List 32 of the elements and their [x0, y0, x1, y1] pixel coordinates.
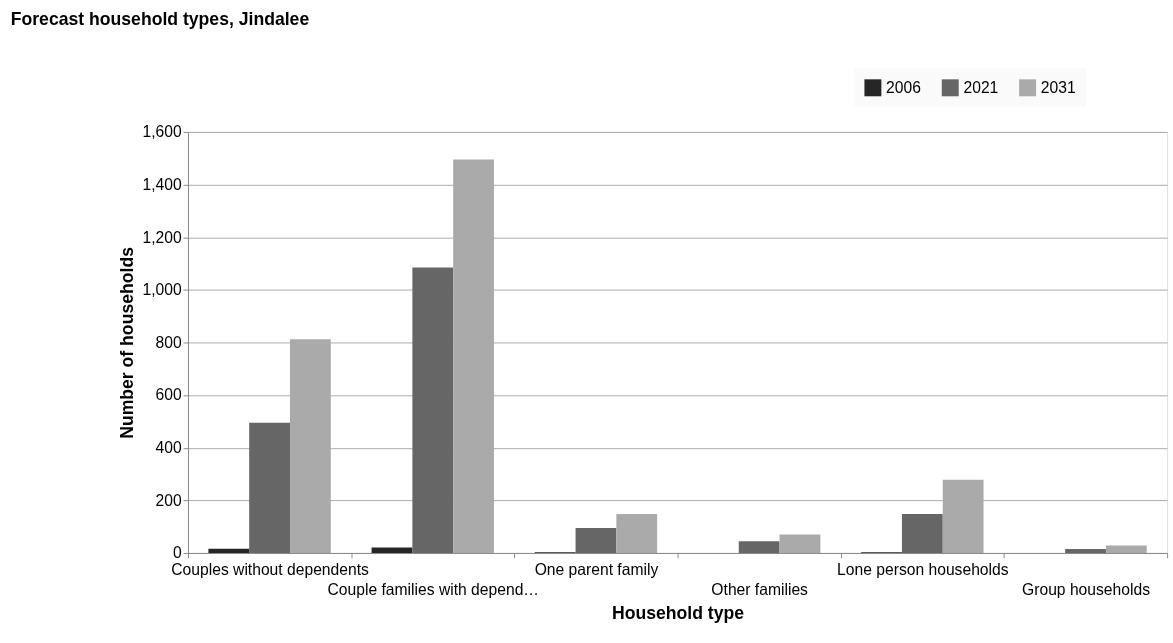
- chart-title: Forecast household types, Jindalee: [10, 9, 310, 30]
- bar: [779, 534, 821, 553]
- bar: [901, 514, 943, 553]
- y-tick-label: 1,000: [142, 281, 182, 299]
- x-tick-label: Other families: [711, 580, 809, 598]
- y-tick-label: 0: [172, 544, 182, 562]
- bar: [616, 514, 658, 553]
- y-axis-title: Number of households: [116, 246, 137, 439]
- x-tick-label: Couples without dependents: [171, 561, 370, 578]
- legend-label: 2021: [963, 78, 999, 96]
- bar: [575, 527, 617, 553]
- bar: [738, 541, 780, 553]
- x-axis-title: Household type: [612, 603, 745, 624]
- y-tick-label: 800: [155, 333, 182, 351]
- bar: [249, 422, 290, 553]
- bar: [208, 548, 250, 553]
- x-tick-label: Lone person households: [837, 561, 1009, 578]
- y-tick-label: 200: [155, 491, 182, 509]
- bar: [371, 547, 413, 553]
- y-tick-label: 600: [155, 386, 182, 404]
- y-tick-label: 1,600: [142, 123, 182, 141]
- bar: [412, 267, 454, 553]
- x-tick-label: One parent family: [534, 561, 659, 578]
- y-tick-label: 1,400: [142, 175, 182, 193]
- legend-label: 2006: [886, 78, 922, 96]
- y-tick-label: 1,200: [142, 228, 182, 246]
- legend-label: 2031: [1040, 78, 1076, 96]
- bar: [1105, 545, 1147, 553]
- x-tick-label: Couple families with depend…: [327, 580, 540, 598]
- y-tick-label: 400: [155, 439, 182, 457]
- bar: [1065, 549, 1106, 553]
- x-tick-label: Group households: [1022, 580, 1151, 598]
